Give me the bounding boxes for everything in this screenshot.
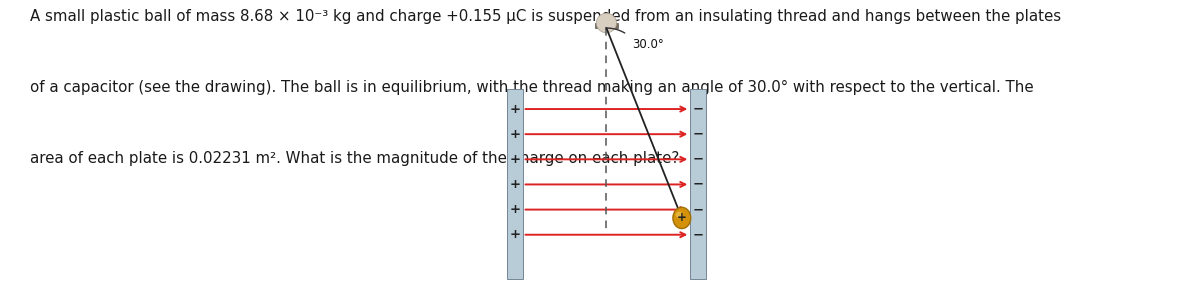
Text: +: + [510,128,521,141]
Text: A small plastic ball of mass 8.68 × 10⁻³ kg and charge +0.155 μC is suspended fr: A small plastic ball of mass 8.68 × 10⁻³… [30,9,1061,24]
Text: +: + [677,211,686,225]
Text: 30.0°: 30.0° [632,38,664,51]
Text: −: − [692,178,703,191]
Text: +: + [510,228,521,241]
Text: area of each plate is 0.02231 m². What is the magnitude of the charge on each pl: area of each plate is 0.02231 m². What i… [30,151,679,166]
Ellipse shape [596,13,617,33]
Text: −: − [692,103,703,115]
Text: +: + [510,103,521,115]
Text: +: + [510,153,521,166]
Text: +: + [510,203,521,216]
Ellipse shape [673,207,691,229]
Text: −: − [692,228,703,241]
Text: +: + [510,178,521,191]
Text: −: − [692,153,703,166]
Bar [594,23,618,28]
Text: −: − [692,203,703,216]
Bar [690,89,706,279]
Text: of a capacitor (see the drawing). The ball is in equilibrium, with the thread ma: of a capacitor (see the drawing). The ba… [30,80,1033,95]
Text: −: − [692,128,703,141]
Bar [508,89,523,279]
Ellipse shape [676,211,683,218]
